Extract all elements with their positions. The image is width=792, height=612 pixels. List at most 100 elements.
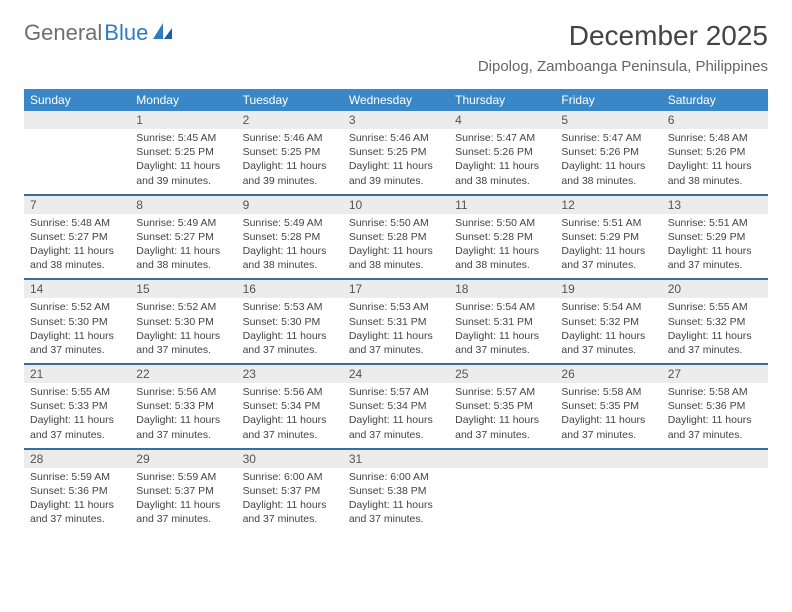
day-number: [24, 111, 130, 129]
day-cell: 25Sunrise: 5:57 AMSunset: 5:35 PMDayligh…: [449, 365, 555, 448]
weeks-container: 1Sunrise: 5:45 AMSunset: 5:25 PMDaylight…: [24, 111, 768, 532]
day-detail-line: and 37 minutes.: [561, 258, 655, 272]
day-detail-line: Sunset: 5:26 PM: [561, 145, 655, 159]
weekday-header: Monday: [130, 89, 236, 111]
day-details: Sunrise: 5:57 AMSunset: 5:35 PMDaylight:…: [449, 383, 555, 442]
day-detail-line: and 37 minutes.: [30, 428, 124, 442]
day-details: [555, 468, 661, 470]
day-cell: 16Sunrise: 5:53 AMSunset: 5:30 PMDayligh…: [237, 280, 343, 363]
weekday-header: Friday: [555, 89, 661, 111]
day-cell: 22Sunrise: 5:56 AMSunset: 5:33 PMDayligh…: [130, 365, 236, 448]
day-detail-line: Sunrise: 5:52 AM: [136, 300, 230, 314]
day-details: Sunrise: 5:55 AMSunset: 5:32 PMDaylight:…: [662, 298, 768, 357]
week-row: 28Sunrise: 5:59 AMSunset: 5:36 PMDayligh…: [24, 450, 768, 533]
day-details: Sunrise: 5:56 AMSunset: 5:34 PMDaylight:…: [237, 383, 343, 442]
weekday-header: Saturday: [662, 89, 768, 111]
day-detail-line: Daylight: 11 hours: [349, 329, 443, 343]
day-detail-line: Sunset: 5:33 PM: [30, 399, 124, 413]
day-detail-line: Sunrise: 5:56 AM: [136, 385, 230, 399]
day-detail-line: Daylight: 11 hours: [349, 413, 443, 427]
day-cell: [555, 450, 661, 533]
day-details: Sunrise: 5:54 AMSunset: 5:31 PMDaylight:…: [449, 298, 555, 357]
day-cell: 27Sunrise: 5:58 AMSunset: 5:36 PMDayligh…: [662, 365, 768, 448]
day-details: Sunrise: 5:50 AMSunset: 5:28 PMDaylight:…: [343, 214, 449, 273]
day-cell: [449, 450, 555, 533]
day-detail-line: Sunset: 5:32 PM: [668, 315, 762, 329]
day-details: Sunrise: 5:52 AMSunset: 5:30 PMDaylight:…: [24, 298, 130, 357]
day-detail-line: Sunrise: 5:59 AM: [30, 470, 124, 484]
day-number: 6: [662, 111, 768, 129]
day-details: Sunrise: 5:59 AMSunset: 5:36 PMDaylight:…: [24, 468, 130, 527]
day-number: 15: [130, 280, 236, 298]
day-detail-line: Daylight: 11 hours: [136, 159, 230, 173]
day-number: 23: [237, 365, 343, 383]
day-number: 26: [555, 365, 661, 383]
day-number: 12: [555, 196, 661, 214]
calendar: Sunday Monday Tuesday Wednesday Thursday…: [24, 89, 768, 532]
day-detail-line: Sunrise: 5:58 AM: [668, 385, 762, 399]
day-detail-line: and 37 minutes.: [561, 428, 655, 442]
day-cell: 1Sunrise: 5:45 AMSunset: 5:25 PMDaylight…: [130, 111, 236, 194]
day-details: Sunrise: 6:00 AMSunset: 5:37 PMDaylight:…: [237, 468, 343, 527]
day-detail-line: Daylight: 11 hours: [561, 159, 655, 173]
day-number: 11: [449, 196, 555, 214]
day-detail-line: Sunrise: 5:52 AM: [30, 300, 124, 314]
day-detail-line: Daylight: 11 hours: [455, 413, 549, 427]
day-details: Sunrise: 5:49 AMSunset: 5:28 PMDaylight:…: [237, 214, 343, 273]
day-detail-line: Sunset: 5:37 PM: [243, 484, 337, 498]
day-details: Sunrise: 5:57 AMSunset: 5:34 PMDaylight:…: [343, 383, 449, 442]
day-detail-line: Sunset: 5:28 PM: [455, 230, 549, 244]
day-detail-line: Sunrise: 5:57 AM: [349, 385, 443, 399]
day-detail-line: Daylight: 11 hours: [243, 244, 337, 258]
day-detail-line: and 37 minutes.: [30, 512, 124, 526]
day-details: Sunrise: 5:58 AMSunset: 5:35 PMDaylight:…: [555, 383, 661, 442]
day-number: 5: [555, 111, 661, 129]
day-detail-line: Sunset: 5:29 PM: [561, 230, 655, 244]
day-detail-line: Sunset: 5:28 PM: [243, 230, 337, 244]
day-detail-line: Daylight: 11 hours: [136, 329, 230, 343]
day-detail-line: Sunset: 5:30 PM: [243, 315, 337, 329]
logo-sail-icon: [152, 20, 174, 46]
day-detail-line: Daylight: 11 hours: [349, 159, 443, 173]
day-detail-line: and 37 minutes.: [243, 512, 337, 526]
day-detail-line: Sunset: 5:35 PM: [561, 399, 655, 413]
day-number: 16: [237, 280, 343, 298]
day-number: 28: [24, 450, 130, 468]
day-number: 31: [343, 450, 449, 468]
day-number: 3: [343, 111, 449, 129]
day-detail-line: Daylight: 11 hours: [561, 329, 655, 343]
day-detail-line: and 37 minutes.: [136, 343, 230, 357]
day-details: Sunrise: 5:47 AMSunset: 5:26 PMDaylight:…: [449, 129, 555, 188]
day-detail-line: Daylight: 11 hours: [136, 498, 230, 512]
day-details: Sunrise: 5:53 AMSunset: 5:31 PMDaylight:…: [343, 298, 449, 357]
day-detail-line: Sunrise: 5:48 AM: [30, 216, 124, 230]
day-cell: 17Sunrise: 5:53 AMSunset: 5:31 PMDayligh…: [343, 280, 449, 363]
day-cell: 23Sunrise: 5:56 AMSunset: 5:34 PMDayligh…: [237, 365, 343, 448]
day-cell: 8Sunrise: 5:49 AMSunset: 5:27 PMDaylight…: [130, 196, 236, 279]
day-detail-line: Daylight: 11 hours: [668, 159, 762, 173]
day-detail-line: Daylight: 11 hours: [30, 244, 124, 258]
day-detail-line: Sunset: 5:28 PM: [349, 230, 443, 244]
day-detail-line: Sunset: 5:25 PM: [136, 145, 230, 159]
day-detail-line: and 37 minutes.: [136, 512, 230, 526]
day-detail-line: Sunrise: 5:48 AM: [668, 131, 762, 145]
week-row: 1Sunrise: 5:45 AMSunset: 5:25 PMDaylight…: [24, 111, 768, 196]
day-detail-line: and 39 minutes.: [243, 174, 337, 188]
day-number: 1: [130, 111, 236, 129]
day-detail-line: and 37 minutes.: [243, 343, 337, 357]
day-details: Sunrise: 5:51 AMSunset: 5:29 PMDaylight:…: [662, 214, 768, 273]
day-details: Sunrise: 5:59 AMSunset: 5:37 PMDaylight:…: [130, 468, 236, 527]
day-details: [662, 468, 768, 470]
day-detail-line: Sunset: 5:33 PM: [136, 399, 230, 413]
day-number: 9: [237, 196, 343, 214]
week-row: 14Sunrise: 5:52 AMSunset: 5:30 PMDayligh…: [24, 280, 768, 365]
day-detail-line: Daylight: 11 hours: [349, 244, 443, 258]
day-cell: 26Sunrise: 5:58 AMSunset: 5:35 PMDayligh…: [555, 365, 661, 448]
day-detail-line: Sunrise: 5:59 AM: [136, 470, 230, 484]
day-detail-line: Sunrise: 6:00 AM: [243, 470, 337, 484]
day-detail-line: Sunset: 5:31 PM: [455, 315, 549, 329]
day-detail-line: Daylight: 11 hours: [668, 244, 762, 258]
day-details: Sunrise: 5:46 AMSunset: 5:25 PMDaylight:…: [237, 129, 343, 188]
day-detail-line: and 37 minutes.: [668, 428, 762, 442]
day-number: 17: [343, 280, 449, 298]
